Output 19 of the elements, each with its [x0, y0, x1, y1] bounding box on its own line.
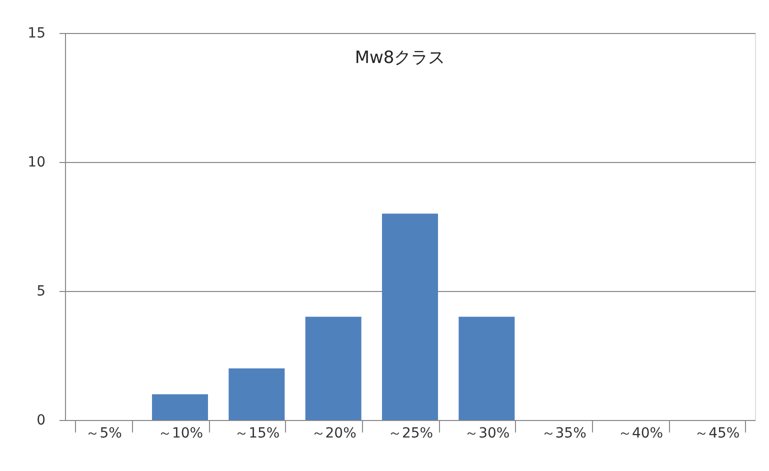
- y-tick-label: 10: [28, 154, 46, 170]
- bar: [458, 316, 515, 420]
- text: Mw8クラス: [354, 48, 446, 68]
- bar: [152, 394, 208, 420]
- x-tick-label: ～45%: [694, 426, 740, 442]
- x-tick-label: ～40%: [618, 426, 664, 442]
- bar: [228, 368, 285, 420]
- x-tick-label: ～25%: [388, 426, 434, 442]
- y-tick-label: 15: [28, 26, 46, 42]
- bar: [305, 316, 362, 420]
- x-tick-label: ～30%: [464, 426, 510, 442]
- x-tick-label: ～10%: [158, 426, 204, 442]
- bar: [382, 214, 438, 420]
- y-tick-label: 5: [36, 284, 46, 300]
- x-tick-label: ～20%: [311, 426, 356, 442]
- x-tick-label: ～15%: [234, 426, 280, 442]
- x-tick-label: ～5%: [86, 426, 122, 442]
- x-tick-label: ～35%: [541, 426, 586, 442]
- y-tick-label: 0: [36, 412, 46, 428]
